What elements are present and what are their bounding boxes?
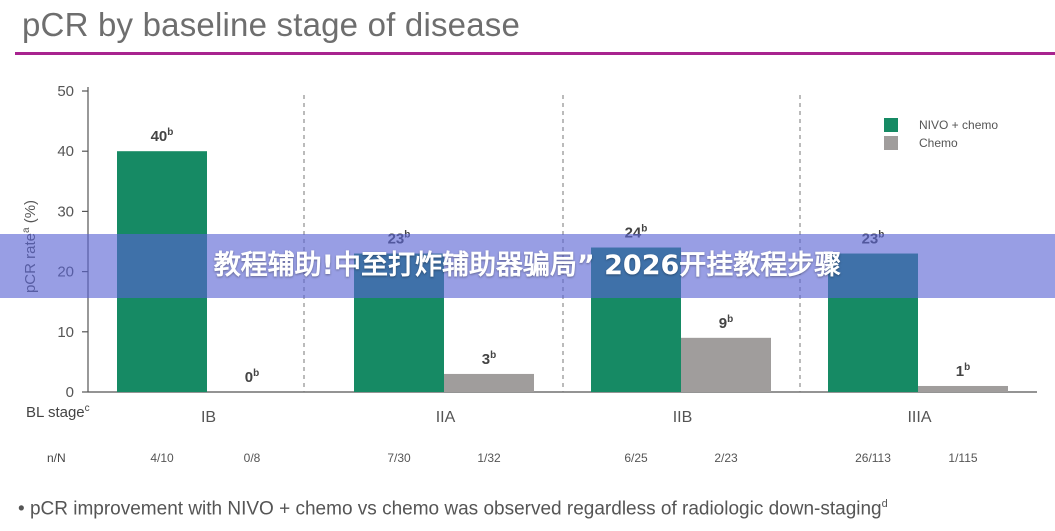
data-label-nivo-chemo-IB: 40b — [151, 127, 174, 145]
legend-swatch-1 — [884, 136, 898, 150]
legend-label-1: Chemo — [919, 136, 958, 150]
category-label-IB: IB — [201, 409, 216, 426]
nn-chemo-IIB: 2/23 — [714, 451, 738, 465]
nn-chemo-IB: 0/8 — [244, 451, 261, 465]
data-label-chemo-IIB: 9b — [719, 314, 733, 332]
footnote-text: pCR improvement with NIVO + chemo vs che… — [29, 498, 882, 520]
y-tick-label: 50 — [57, 83, 74, 100]
y-tick-label: 10 — [57, 324, 74, 341]
data-label-chemo-IIA: 3b — [482, 350, 496, 368]
nn-nivo-chemo-IIIA: 26/113 — [855, 451, 891, 465]
y-tick-label: 0 — [66, 384, 74, 401]
category-label-IIB: IIB — [673, 409, 693, 426]
legend-swatch-0 — [884, 118, 898, 132]
nn-nivo-chemo-IIB: 6/25 — [624, 451, 648, 465]
nn-chemo-IIA: 1/32 — [477, 451, 501, 465]
footnote: • pCR improvement with NIVO + chemo vs c… — [18, 498, 888, 520]
data-label-chemo-IIIA: 1b — [956, 362, 970, 380]
y-tick-label: 40 — [57, 143, 74, 160]
data-label-chemo-IB: 0b — [245, 368, 259, 386]
bar-chemo-IIIA — [918, 385, 1008, 392]
category-label-IIIA: IIIA — [907, 409, 931, 426]
bar-chemo-IIB — [681, 337, 771, 392]
footnote-superscript: d — [881, 498, 888, 510]
category-label-IIA: IIA — [436, 409, 456, 426]
footnote-bullet: • — [18, 498, 25, 520]
nn-row-label: n/N — [47, 451, 66, 465]
overlay-banner-text: 教程辅助!中至打炸辅助器骗局” 2026开挂教程步骤 — [213, 250, 842, 281]
legend-label-0: NIVO + chemo — [919, 118, 998, 132]
y-tick-label: 30 — [57, 203, 74, 220]
nn-nivo-chemo-IB: 4/10 — [150, 451, 174, 465]
title-underline — [15, 52, 1055, 55]
x-axis-label: BL stagec — [26, 403, 90, 421]
overlay-banner — [0, 234, 1055, 298]
bar-chemo-IIA — [444, 373, 534, 392]
nn-chemo-IIIA: 1/115 — [948, 451, 977, 465]
page-title: pCR by baseline stage of disease — [22, 6, 521, 43]
nn-nivo-chemo-IIA: 7/30 — [387, 451, 411, 465]
